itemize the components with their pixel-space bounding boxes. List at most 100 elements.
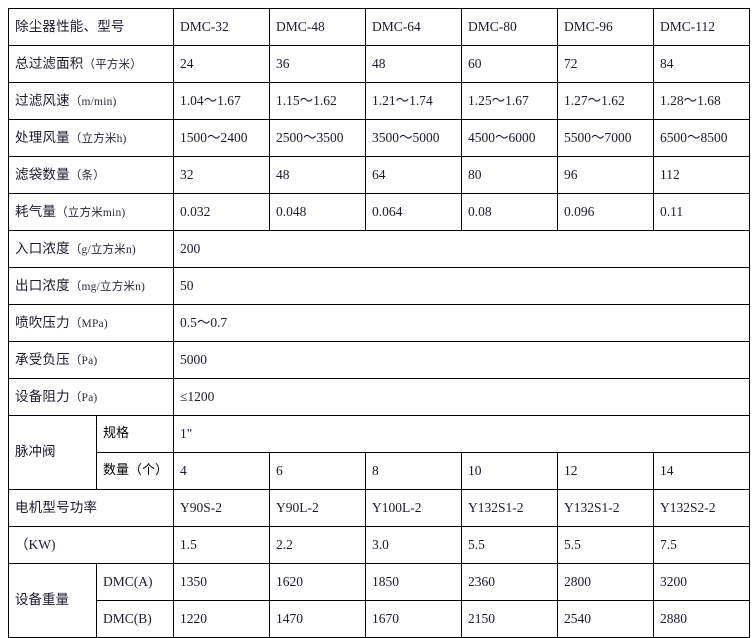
air-volume-cell-0: 1500～2400 — [173, 119, 271, 157]
row-label-text: 处理风量 — [15, 129, 70, 146]
row-label-unit: （条） — [69, 169, 105, 182]
row-header-motor-model: 电机型号功率 — [7, 489, 175, 527]
blow-pressure-value: 0.5～0.7 — [173, 304, 751, 342]
table-row-negative-pressure: 承受负压（Pa) 5000 — [7, 341, 751, 379]
row-header-air-volume: 处理风量（立方米h) — [7, 119, 175, 157]
table-row-pulse-valve-spec: 脉冲阀 规格 1" — [8, 415, 751, 490]
row-label-text: 出口浓度 — [15, 277, 70, 294]
weight-b-cell-1: 1470 — [269, 600, 367, 638]
filter-speed-cell-1: 1.15～1.62 — [269, 82, 367, 120]
row-label-unit: （立方米min) — [56, 206, 126, 219]
air-consumption-cell-4: 0.096 — [557, 193, 655, 231]
filter-area-cell-0: 24 — [173, 45, 271, 83]
outlet-concentration-value: 50 — [173, 267, 751, 305]
pulse-valve-qty-cell-5: 14 — [653, 452, 751, 490]
filter-speed-cell-5: 1.28～1.68 — [653, 82, 751, 120]
motor-power-cell-3: 5.5 — [461, 526, 559, 564]
model-cell-2: DMC-64 — [365, 8, 463, 46]
motor-model-cell-4: Y132S1-2 — [557, 489, 655, 527]
table-row-filter-area: 总过滤面积（平方米） 24 36 48 60 72 84 — [7, 45, 751, 83]
weight-b-cell-4: 2540 — [557, 600, 655, 638]
table-row-weight-a: 设备重量 DMC(A) 1350 1620 1850 2360 2800 320… — [8, 563, 751, 638]
table-row-filter-speed: 过滤风速（m/min) 1.04～1.67 1.15～1.62 1.21～1.7… — [7, 82, 751, 120]
motor-model-cell-2: Y100L-2 — [365, 489, 463, 527]
filter-speed-cell-0: 1.04～1.67 — [173, 82, 271, 120]
sublabel-weight-b: DMC(B) — [95, 600, 175, 638]
row-label-text: 滤袋数量 — [15, 166, 70, 183]
bag-count-cell-3: 80 — [461, 156, 559, 194]
row-header-inlet-concentration: 入口浓度（g/立方米n) — [7, 230, 175, 268]
model-cell-5: DMC-112 — [653, 8, 751, 46]
row-label-text: 设备阻力 — [15, 388, 70, 405]
pulse-valve-qty-cell-2: 8 — [365, 452, 463, 490]
table-row-outlet-concentration: 出口浓度（mg/立方米n) 50 — [7, 267, 751, 305]
row-label-unit: （Pa) — [69, 354, 98, 367]
bag-count-cell-5: 112 — [653, 156, 751, 194]
model-cell-0: DMC-32 — [173, 8, 271, 46]
weight-b-cell-0: 1220 — [173, 600, 271, 638]
model-cell-4: DMC-96 — [557, 8, 655, 46]
row-label-text: 耗气量 — [15, 203, 57, 220]
air-consumption-cell-0: 0.032 — [173, 193, 271, 231]
model-cell-1: DMC-48 — [269, 8, 367, 46]
sublabel-pulse-valve-qty: 数量（个） — [95, 452, 175, 490]
filter-area-cell-1: 36 — [269, 45, 367, 83]
group-label-pulse-valve: 脉冲阀 — [8, 415, 97, 490]
pulse-valve-spec-value: 1" — [173, 415, 751, 453]
table-row-blow-pressure: 喷吹压力（MPa) 0.5～0.7 — [7, 304, 751, 342]
motor-model-cell-1: Y90L-2 — [269, 489, 367, 527]
motor-model-cell-0: Y90S-2 — [173, 489, 271, 527]
motor-power-cell-5: 7.5 — [653, 526, 751, 564]
air-consumption-cell-1: 0.048 — [269, 193, 367, 231]
air-volume-cell-4: 5500～7000 — [557, 119, 655, 157]
motor-model-cell-3: Y132S1-2 — [461, 489, 559, 527]
table-row-pulse-valve-qty: 数量（个） 4 6 8 10 12 14 — [9, 452, 751, 490]
row-header-air-consumption: 耗气量（立方米min) — [7, 193, 175, 231]
pulse-valve-qty-cell-0: 4 — [173, 452, 271, 490]
row-header-filter-area: 总过滤面积（平方米） — [7, 45, 175, 83]
row-header-blow-pressure: 喷吹压力（MPa) — [7, 304, 175, 342]
pulse-valve-qty-cell-1: 6 — [269, 452, 367, 490]
filter-area-cell-4: 72 — [557, 45, 655, 83]
air-consumption-cell-2: 0.064 — [365, 193, 463, 231]
row-label-text: 过滤风速 — [15, 92, 70, 109]
table-row-air-consumption: 耗气量（立方米min) 0.032 0.048 0.064 0.08 0.096… — [7, 193, 751, 231]
row-label-unit: （mg/立方米n) — [69, 280, 146, 293]
filter-area-cell-5: 84 — [653, 45, 751, 83]
sublabel-pulse-valve-spec: 规格 — [95, 415, 175, 453]
air-volume-cell-1: 2500～3500 — [269, 119, 367, 157]
motor-power-cell-1: 2.2 — [269, 526, 367, 564]
air-consumption-cell-5: 0.11 — [653, 193, 751, 231]
inlet-concentration-value: 200 — [173, 230, 751, 268]
filter-speed-cell-3: 1.25～1.67 — [461, 82, 559, 120]
row-label-text: 入口浓度 — [15, 240, 70, 257]
row-header-model: 除尘器性能、型号 — [7, 8, 175, 46]
table-row-weight-b: DMC(B) 1220 1470 1670 2150 2540 2880 — [9, 600, 751, 638]
sublabel-weight-a: DMC(A) — [95, 563, 175, 601]
filter-speed-cell-2: 1.21～1.74 — [365, 82, 463, 120]
row-label-text: 喷吹压力 — [15, 314, 70, 331]
row-label-unit: （Pa) — [69, 391, 98, 404]
weight-b-cell-3: 2150 — [461, 600, 559, 638]
weight-a-cell-5: 3200 — [653, 563, 751, 601]
group-label-equipment-weight: 设备重量 — [8, 563, 97, 638]
bag-count-cell-4: 96 — [557, 156, 655, 194]
row-label-text: 总过滤面积 — [15, 55, 84, 72]
motor-power-cell-2: 3.0 — [365, 526, 463, 564]
weight-a-cell-4: 2800 — [557, 563, 655, 601]
air-volume-cell-5: 6500～8500 — [653, 119, 751, 157]
dust-collector-spec-table: 除尘器性能、型号 DMC-32 DMC-48 DMC-64 DMC-80 DMC… — [7, 8, 751, 638]
table-row-header: 除尘器性能、型号 DMC-32 DMC-48 DMC-64 DMC-80 DMC… — [7, 8, 751, 46]
row-label-unit: （立方米h) — [69, 132, 127, 145]
table-row-inlet-concentration: 入口浓度（g/立方米n) 200 — [7, 230, 751, 268]
air-consumption-cell-3: 0.08 — [461, 193, 559, 231]
model-cell-3: DMC-80 — [461, 8, 559, 46]
weight-b-cell-2: 1670 — [365, 600, 463, 638]
table-row-motor-power: （KW) 1.5 2.2 3.0 5.5 5.5 7.5 — [7, 526, 751, 564]
row-header-outlet-concentration: 出口浓度（mg/立方米n) — [7, 267, 175, 305]
negative-pressure-value: 5000 — [173, 341, 751, 379]
pulse-valve-qty-cell-4: 12 — [557, 452, 655, 490]
row-label-unit: （m/min) — [69, 95, 117, 108]
bag-count-cell-2: 64 — [365, 156, 463, 194]
weight-a-cell-3: 2360 — [461, 563, 559, 601]
